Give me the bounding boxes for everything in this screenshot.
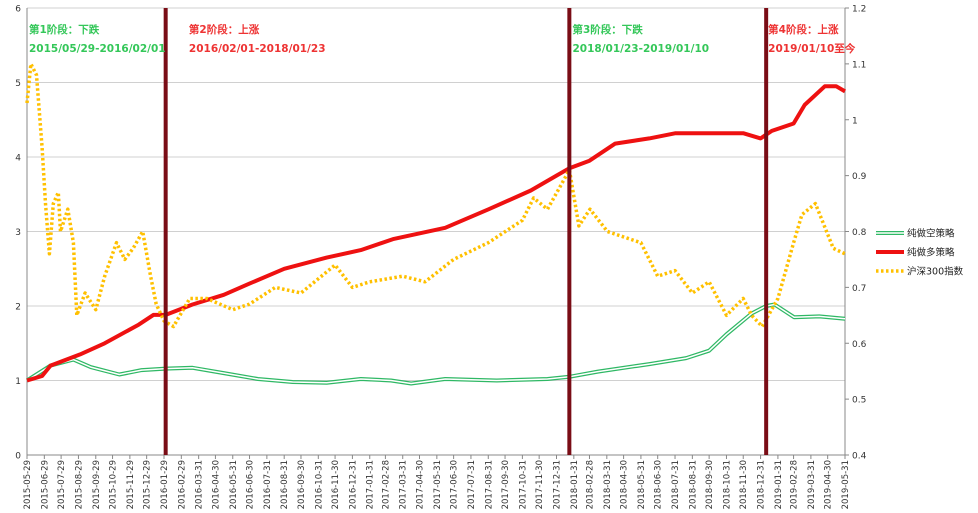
y-right-tick-label: 1.1 bbox=[852, 60, 866, 70]
y-left-tick-label: 2 bbox=[15, 303, 21, 313]
x-tick-label: 2019-02-28 bbox=[790, 460, 800, 509]
x-tick-label: 2017-11-30 bbox=[535, 460, 545, 509]
x-tick-label: 2017-01-31 bbox=[366, 460, 376, 509]
x-tick-label: 2016-04-30 bbox=[211, 460, 221, 509]
y-left-tick-label: 3 bbox=[15, 228, 21, 238]
x-tick-label: 2017-08-31 bbox=[484, 460, 494, 509]
series-layer bbox=[25, 62, 847, 386]
y-left-tick-label: 0 bbox=[15, 452, 21, 462]
x-tick-label: 2016-09-30 bbox=[297, 460, 307, 509]
y-right-tick-label: 1 bbox=[852, 116, 858, 126]
x-tick-label: 2016-08-31 bbox=[280, 460, 290, 509]
x-tick-label: 2015-06-29 bbox=[40, 460, 50, 509]
x-tick-label: 2015-08-29 bbox=[74, 460, 84, 509]
x-tick-label: 2017-05-31 bbox=[433, 460, 443, 509]
y-left-tick-label: 1 bbox=[15, 377, 21, 387]
x-tick-label: 2018-02-28 bbox=[585, 460, 595, 509]
x-tick-label: 2018-09-30 bbox=[705, 460, 715, 509]
y-left-tick-label: 4 bbox=[15, 154, 21, 164]
legend-label: 沪深300指数 bbox=[907, 266, 964, 278]
phase-label: 第1阶段：下跌 bbox=[29, 23, 100, 36]
x-tick-label: 2017-02-28 bbox=[381, 460, 391, 509]
phase-label: 第3阶段：下跌 bbox=[572, 23, 643, 36]
x-tick-label: 2018-07-31 bbox=[671, 460, 681, 509]
x-tick-label: 2017-12-31 bbox=[552, 460, 562, 509]
x-tick-label: 2017-09-30 bbox=[501, 460, 511, 509]
x-tick-label: 2015-11-29 bbox=[126, 460, 136, 509]
x-tick-label: 2019-01-31 bbox=[774, 460, 784, 509]
phase-range: 2018/01/23-2019/01/10 bbox=[572, 43, 709, 55]
legend-label: 纯做多策略 bbox=[907, 247, 955, 259]
phase-range: 2015/05/29-2016/02/01 bbox=[29, 43, 166, 55]
x-tick-label: 2015-10-29 bbox=[109, 460, 119, 509]
phase-labels: 第1阶段：下跌 2015/05/29-2016/02/01 第2阶段：上涨 2016/… bbox=[29, 23, 856, 55]
phase-dividers bbox=[163, 8, 769, 455]
phase-range: 2019/01/10至今 bbox=[768, 42, 856, 55]
x-tick-label: 2018-10-31 bbox=[722, 460, 732, 509]
grid bbox=[27, 7, 845, 456]
y-right-tick-label: 0.6 bbox=[852, 340, 867, 350]
x-tick-label: 2016-03-31 bbox=[195, 460, 205, 509]
y-right-tick-label: 0.4 bbox=[852, 452, 867, 462]
x-tick-label: 2018-08-31 bbox=[688, 460, 698, 509]
phase-label: 第2阶段：上涨 bbox=[189, 23, 260, 36]
y-left-tick-label: 6 bbox=[15, 5, 21, 15]
phase-range: 2016/02/01-2018/01/23 bbox=[189, 43, 326, 55]
series-line-index bbox=[25, 62, 846, 329]
x-tick-label: 2015-05-29 bbox=[23, 460, 33, 509]
x-tick-label: 2017-07-31 bbox=[467, 460, 477, 509]
x-tick-label: 2016-12-31 bbox=[348, 460, 358, 509]
y-right-tick-label: 0.9 bbox=[852, 172, 867, 182]
y-right-tick-label: 1.2 bbox=[852, 5, 866, 15]
x-tick-label: 2019-04-30 bbox=[824, 460, 834, 509]
x-tick-label: 2018-01-31 bbox=[570, 460, 580, 509]
y-right-tick-label: 0.8 bbox=[852, 228, 867, 238]
legend-label: 纯做空策略 bbox=[907, 228, 955, 240]
x-tick-label: 2018-11-30 bbox=[739, 460, 749, 509]
axes: 0 1 2 3 4 5 6 0.4 0.5 0.6 0.7 0.8 0.9 1 1.1 1.2 2015-05-… bbox=[15, 5, 866, 510]
x-tick-label: 2018-03-31 bbox=[603, 460, 613, 509]
x-tick-label: 2015-09-29 bbox=[92, 460, 102, 509]
x-tick-label: 2017-06-30 bbox=[450, 460, 460, 509]
y-left-tick-label: 5 bbox=[15, 79, 21, 89]
x-tick-label: 2019-05-31 bbox=[841, 460, 851, 509]
x-tick-label: 2016-10-31 bbox=[314, 460, 324, 509]
x-tick-label: 2017-03-31 bbox=[399, 460, 409, 509]
x-tick-label: 2017-04-30 bbox=[416, 460, 426, 509]
x-tick-label: 2018-12-31 bbox=[757, 460, 767, 509]
x-tick-label: 2016-06-30 bbox=[246, 460, 256, 509]
x-tick-label: 2016-05-31 bbox=[229, 460, 239, 509]
x-tick-label: 2018-05-31 bbox=[637, 460, 647, 509]
x-tick-label: 2015-07-29 bbox=[57, 460, 67, 509]
x-tick-label: 2017-10-31 bbox=[518, 460, 528, 509]
x-tick-label: 2019-03-31 bbox=[807, 460, 817, 509]
x-tick-label: 2016-07-31 bbox=[263, 460, 273, 509]
y-right-tick-label: 0.7 bbox=[852, 284, 866, 294]
x-tick-label: 2015-12-29 bbox=[143, 460, 153, 509]
x-tick-label: 2018-06-30 bbox=[654, 460, 664, 509]
series-line-short-inner bbox=[26, 303, 846, 385]
y-right-tick-label: 0.5 bbox=[852, 396, 866, 406]
phase-label: 第4阶段：上涨 bbox=[768, 23, 839, 36]
x-tick-label: 2018-04-30 bbox=[620, 460, 630, 509]
x-tick-label: 2016-11-30 bbox=[331, 460, 341, 509]
x-tick-label: 2016-02-29 bbox=[177, 460, 187, 509]
x-tick-label: 2016-01-29 bbox=[160, 460, 170, 509]
